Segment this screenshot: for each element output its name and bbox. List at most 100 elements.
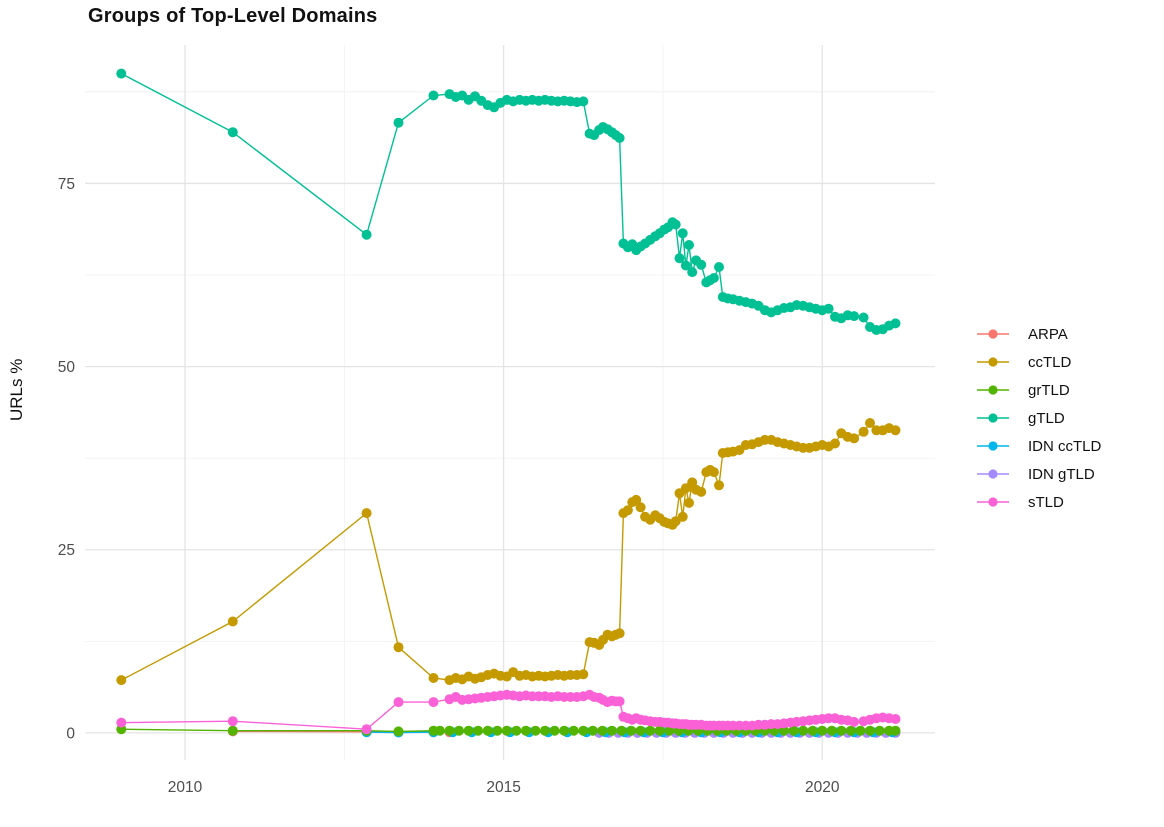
data-point-ccTLD xyxy=(677,511,688,522)
data-point-gTLD xyxy=(680,260,691,271)
data-point-ccTLD xyxy=(858,426,869,437)
data-point-grTLD xyxy=(616,725,627,736)
data-point-grTLD xyxy=(482,725,493,736)
legend-label: sTLD xyxy=(1028,493,1064,511)
data-point-ccTLD xyxy=(116,675,127,686)
data-point-grTLD xyxy=(645,725,656,736)
data-point-gTLD xyxy=(849,311,860,322)
data-point-grTLD xyxy=(865,725,875,736)
data-point-grTLD xyxy=(874,725,885,736)
legend-item-grTLD: grTLD xyxy=(976,376,1101,404)
legend-key-icon xyxy=(977,385,1009,395)
data-point-grTLD xyxy=(597,725,608,736)
data-point-gTLD xyxy=(858,312,869,323)
data-point-grTLD xyxy=(393,726,404,737)
data-point-ccTLD xyxy=(428,673,439,683)
data-point-gTLD xyxy=(393,117,404,128)
x-tick-label: 2015 xyxy=(486,779,520,796)
x-tick-label: 2020 xyxy=(805,779,840,796)
data-point-grTLD xyxy=(501,725,512,736)
data-point-grTLD xyxy=(635,725,646,736)
data-point-grTLD xyxy=(530,725,541,736)
legend-item-IDN-gTLD: IDN gTLD xyxy=(976,460,1101,488)
data-point-ccTLD xyxy=(714,480,724,491)
legend-label: ARPA xyxy=(1028,325,1068,343)
data-point-grTLD xyxy=(434,725,445,736)
data-point-ccTLD xyxy=(708,467,719,478)
data-point-sTLD xyxy=(361,724,372,735)
data-point-ccTLD xyxy=(361,508,372,519)
data-point-grTLD xyxy=(779,725,789,736)
legend-key-icon xyxy=(977,413,1009,423)
legend-item-ccTLD: ccTLD xyxy=(976,348,1101,376)
legend: ARPA ccTLD grTLD gTLD IDN ccTLD IDN gTLD sTLD xyxy=(976,320,1101,516)
data-point-grTLD xyxy=(444,725,455,736)
data-point-grTLD xyxy=(520,725,531,736)
data-point-grTLD xyxy=(855,725,866,736)
data-point-sTLD xyxy=(393,697,404,708)
legend-item-gTLD: gTLD xyxy=(976,404,1101,432)
data-point-grTLD xyxy=(511,725,522,736)
data-point-grTLD xyxy=(807,725,818,736)
data-point-grTLD xyxy=(549,725,560,736)
data-point-ccTLD xyxy=(680,483,691,494)
data-point-ccTLD xyxy=(635,502,646,513)
data-point-grTLD xyxy=(626,725,637,736)
legend-label: IDN gTLD xyxy=(1028,465,1095,483)
data-point-grTLD xyxy=(587,725,598,736)
data-point-ccTLD xyxy=(830,438,840,449)
data-point-gTLD xyxy=(361,229,372,240)
y-tick-label: 25 xyxy=(58,542,75,559)
data-point-gTLD xyxy=(116,68,127,79)
data-point-grTLD xyxy=(568,725,579,736)
data-point-gTLD xyxy=(708,273,719,283)
data-point-grTLD xyxy=(817,725,828,736)
data-point-ccTLD xyxy=(393,642,404,653)
legend-label: IDN ccTLD xyxy=(1028,437,1102,455)
y-tick-label: 50 xyxy=(58,359,76,376)
data-point-ccTLD xyxy=(684,497,694,508)
y-axis-title: URLs % xyxy=(7,358,26,422)
data-point-grTLD xyxy=(890,725,901,736)
data-point-ccTLD xyxy=(614,628,625,639)
legend-item-sTLD: sTLD xyxy=(976,488,1101,516)
legend-item-ARPA: ARPA xyxy=(976,320,1101,348)
legend-label: gTLD xyxy=(1028,409,1065,427)
chart-title: Groups of Top-Level Domains xyxy=(88,5,378,27)
data-point-ccTLD xyxy=(227,616,238,627)
data-point-grTLD xyxy=(836,725,847,736)
data-point-ccTLD xyxy=(849,433,860,444)
data-point-ccTLD xyxy=(622,505,633,516)
data-point-grTLD xyxy=(492,725,503,736)
data-point-gTLD xyxy=(684,240,694,250)
data-point-grTLD xyxy=(473,725,484,736)
data-point-grTLD xyxy=(654,725,665,736)
data-point-sTLD xyxy=(614,696,625,707)
data-point-grTLD xyxy=(798,725,809,736)
data-point-grTLD xyxy=(788,725,799,736)
data-point-sTLD xyxy=(116,717,127,728)
data-point-gTLD xyxy=(890,318,901,329)
legend-key-icon xyxy=(977,469,1009,479)
data-point-gTLD xyxy=(227,127,238,138)
data-point-sTLD xyxy=(428,697,439,708)
data-point-grTLD xyxy=(826,725,837,736)
series-line-gTLD xyxy=(120,72,896,331)
x-tick-label: 2010 xyxy=(168,779,203,796)
data-point-ccTLD xyxy=(865,418,875,428)
data-point-grTLD xyxy=(578,725,589,736)
data-point-sTLD xyxy=(849,716,860,727)
data-point-gTLD xyxy=(687,267,698,278)
legend-label: ccTLD xyxy=(1028,353,1072,371)
legend-key-icon xyxy=(977,497,1009,507)
data-point-grTLD xyxy=(454,725,464,736)
data-point-sTLD xyxy=(890,714,901,724)
legend-key-icon xyxy=(977,357,1009,367)
data-point-ccTLD xyxy=(696,486,707,497)
y-tick-label: 0 xyxy=(66,725,75,742)
data-point-ccTLD xyxy=(890,425,901,436)
data-point-ccTLD xyxy=(578,669,589,680)
data-point-grTLD xyxy=(845,725,856,736)
